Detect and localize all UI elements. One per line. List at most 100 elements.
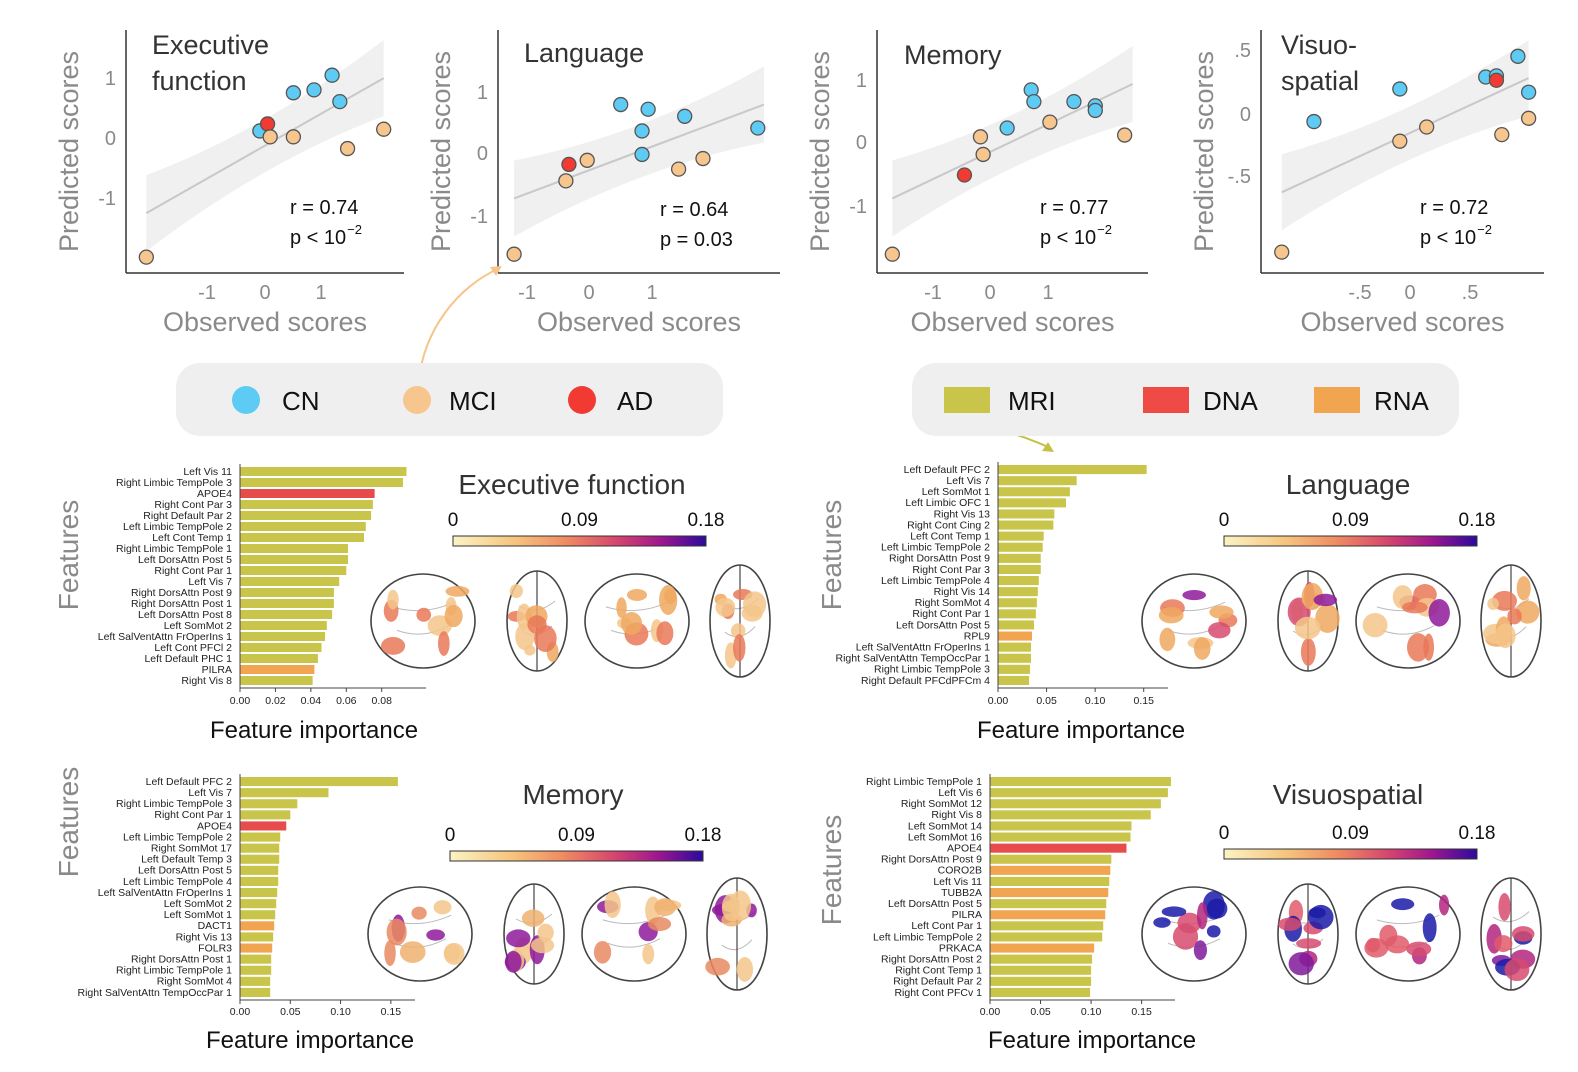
legend-mci-label: MCI [449, 386, 497, 416]
feature-label: Left Vis 11 [933, 876, 982, 888]
data-point-cn [324, 67, 340, 83]
feature-label: Left SomMot 16 [908, 831, 982, 843]
bar-mri [240, 976, 271, 986]
brain-region-highlight [1159, 627, 1176, 652]
colorbar-tick-label: 0.18 [685, 825, 722, 846]
bar-mri [240, 621, 327, 630]
colorbar [1223, 535, 1478, 547]
legend-cn-marker [232, 386, 260, 414]
brain-region-highlight [1391, 898, 1415, 911]
brain-region-highlight [1364, 938, 1389, 958]
feature-label: Left SomMot 1 [164, 909, 232, 921]
bar-mri [998, 576, 1039, 586]
data-point-mci [975, 146, 991, 163]
panel-title: Executive function [458, 469, 685, 500]
brain-region-highlight [1315, 604, 1340, 633]
bar-mri [240, 865, 279, 875]
brain-region-highlight [411, 906, 427, 920]
x-axis-label: Feature importance [988, 1027, 1196, 1054]
bar-rna [240, 943, 273, 953]
stat-p: p < 10 [290, 227, 346, 249]
bar-mri [990, 777, 1171, 787]
feature-label: Right SomMot 4 [157, 976, 232, 988]
feature-label: Left Cont Temp 1 [910, 530, 990, 542]
bar-mri [240, 588, 334, 597]
colorbar [452, 535, 707, 547]
legend-mci-marker [403, 386, 431, 414]
glass-brain-view [367, 886, 473, 982]
bar-mri [240, 965, 272, 975]
feature-label: APOE4 [197, 488, 232, 500]
brain-region-highlight [1209, 605, 1234, 619]
brain-region-highlight [445, 585, 470, 597]
bar-mri [998, 476, 1077, 486]
feature-label: Left Default PHC 1 [144, 653, 232, 665]
stat-p-exponent: −2 [347, 222, 362, 237]
bar-mri [998, 531, 1044, 541]
feature-label: Left SomMot 2 [164, 898, 232, 910]
feature-label: Right Cont Par 1 [912, 608, 990, 620]
data-point-mci [1392, 133, 1408, 149]
data-point-cn [999, 120, 1015, 136]
bar-rna [990, 888, 1109, 898]
x-tick-label: 0.05 [280, 1006, 301, 1018]
colorbar-tick-label: 0 [448, 510, 459, 531]
glass-brain-view [1480, 564, 1542, 678]
bar-mri [240, 799, 298, 809]
bar-mri [240, 899, 277, 909]
bar-mri [240, 632, 326, 641]
brain-region-highlight [642, 943, 655, 965]
feature-label: Left Vis 6 [938, 787, 982, 799]
brain-region-highlight [1494, 935, 1513, 953]
data-point-mci [138, 249, 154, 265]
brain-region-highlight [1208, 622, 1231, 639]
bar-mri [998, 598, 1037, 608]
brain-region-highlight [505, 950, 522, 973]
bar-mri [240, 910, 276, 920]
stat-p-exponent: −2 [1477, 222, 1492, 237]
bar-rna [990, 865, 1111, 875]
feature-label: Right Limbic TempPole 1 [866, 776, 982, 788]
brain-region-highlight [387, 589, 399, 610]
legend-dna-swatch [1143, 387, 1189, 413]
data-point-mci [285, 129, 302, 145]
data-point-cn [634, 146, 650, 163]
data-point-cn [613, 96, 629, 113]
scatter-panel-0: -1 0 1 1 0 -1 Observed scores Predicted scores E… [54, 30, 404, 337]
feature-label: Right SalVentAttn TempOccPar 1 [836, 653, 991, 665]
feature-label: Right Vis 8 [931, 809, 982, 821]
brain-region-highlight [438, 631, 450, 656]
feature-label: Right Limbic TempPole 1 [116, 543, 232, 555]
x-tick-label: -1 [518, 282, 536, 304]
panel-title: Memory [904, 40, 1002, 70]
feature-label: Right Cont Par 1 [154, 565, 232, 577]
bar-mri [240, 932, 274, 942]
feature-label: FOLR3 [198, 942, 232, 954]
feature-label: PILRA [202, 664, 232, 676]
feature-label: Left Limbic TempPole 4 [123, 876, 232, 888]
brain-region-highlight [537, 923, 554, 942]
y-axis-label: Features [816, 815, 847, 926]
feature-label: TUBB2A [941, 887, 982, 899]
brain-region-highlight [1487, 597, 1499, 610]
feature-label: Left Vis 7 [188, 787, 232, 799]
feature-label: Left DorsAttn Post 5 [138, 554, 232, 566]
y-tick-label: -.5 [1228, 166, 1251, 188]
brain-region-highlight [433, 900, 452, 915]
x-tick-label: 0 [259, 282, 270, 304]
x-tick-label: 0.06 [336, 695, 357, 707]
x-tick-label: -1 [924, 282, 942, 304]
bar-mri [990, 876, 1110, 886]
x-tick-label: -1 [198, 282, 216, 304]
glass-brain-view [709, 564, 771, 678]
bar-mri [990, 932, 1103, 942]
data-point-cn [306, 82, 322, 98]
glass-brain-view [1141, 573, 1247, 669]
bar-mri [998, 664, 1031, 674]
y-tick-label: 1 [105, 68, 116, 90]
panel-title: Executive [152, 30, 269, 60]
data-point-mci [506, 246, 522, 262]
brain-region-highlight [1406, 941, 1432, 957]
panel-title: Language [524, 38, 644, 68]
